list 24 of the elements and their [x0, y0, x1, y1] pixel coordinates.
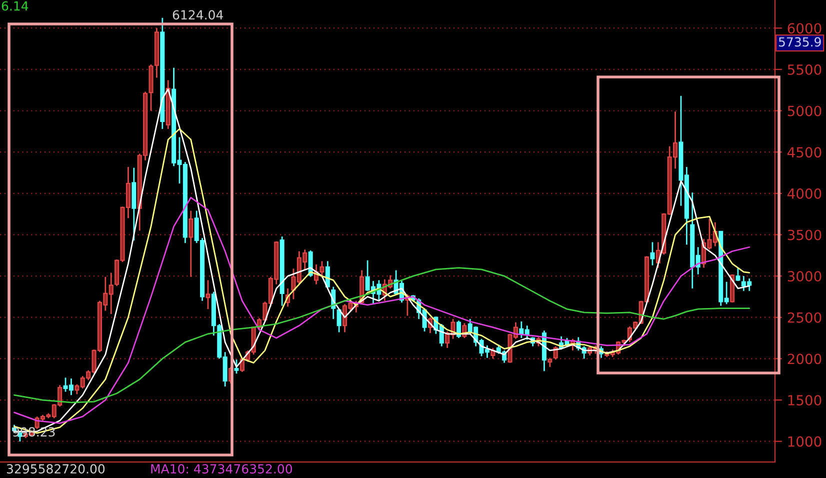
text: 3295582720.00 — [6, 464, 105, 474]
candlestick — [206, 279, 210, 310]
candlestick — [234, 358, 239, 374]
annotation: 6124.04 — [172, 10, 223, 20]
y-tick-label: 1500 — [788, 394, 822, 406]
y-tick-label: 4000 — [787, 188, 822, 199]
y-tick-label: 3000 — [788, 271, 822, 282]
candlestick — [336, 308, 342, 333]
text: MA10: 4373476352.00 — [151, 464, 292, 474]
candlestick — [650, 241, 655, 266]
annotation: 6.14 — [2, 1, 28, 11]
y-tick-label: 5000 — [788, 106, 822, 116]
text: 5735.9 — [778, 37, 821, 47]
y-tick-label: 6000 — [788, 23, 822, 34]
y-tick-label: 3500 — [788, 230, 822, 240]
annotation: 998.23 — [12, 427, 55, 437]
candlestick — [736, 267, 740, 282]
y-tick-label: 1000 — [788, 436, 822, 447]
line-series — [14, 267, 750, 404]
line-series — [14, 196, 750, 424]
y-tick-label: 4500 — [787, 147, 822, 158]
y-tick-label: 2000 — [788, 354, 822, 364]
y-tick-label: 2500 — [788, 312, 822, 323]
y-tick-label: 5500 — [788, 64, 822, 75]
